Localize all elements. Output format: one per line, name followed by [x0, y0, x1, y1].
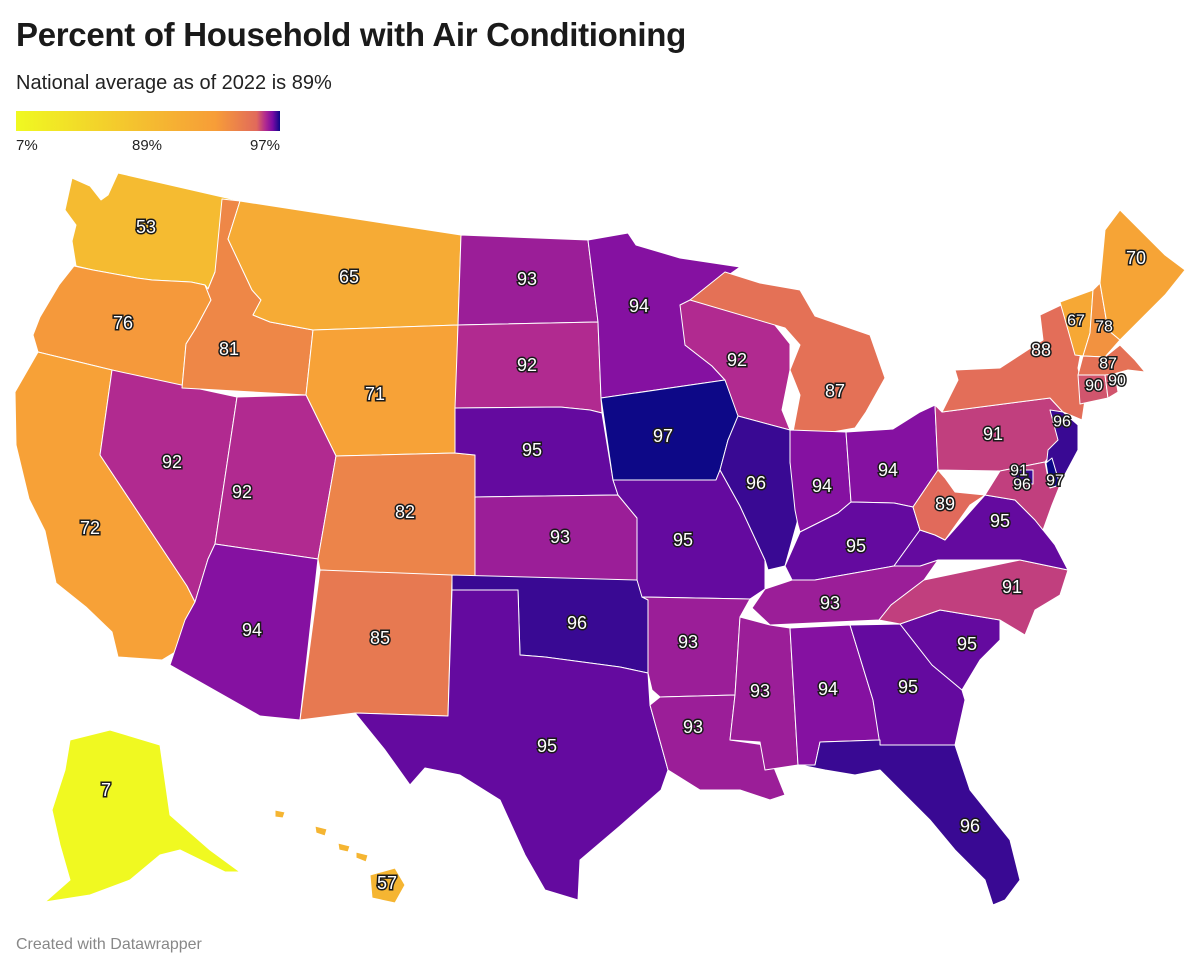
value-label-or: 76 — [113, 313, 133, 333]
value-label-ky: 95 — [846, 536, 866, 556]
state-mt[interactable] — [227, 200, 462, 331]
state-shape-ms[interactable] — [729, 616, 799, 771]
value-label-tx: 95 — [537, 736, 557, 756]
value-label-ca: 72 — [80, 518, 100, 538]
legend-max-label: 97% — [249, 137, 280, 154]
state-shape-ri[interactable] — [1104, 373, 1119, 399]
state-shape-mo[interactable] — [612, 469, 766, 600]
value-label-il: 96 — [746, 473, 766, 493]
value-label-la: 93 — [683, 717, 703, 737]
state-shape-me[interactable] — [1099, 209, 1186, 341]
state-shape-mt[interactable] — [227, 200, 462, 331]
state-shape-tx[interactable] — [354, 589, 669, 901]
value-label-oh: 94 — [878, 460, 898, 480]
value-label-va: 95 — [990, 511, 1010, 531]
state-mi[interactable] — [689, 271, 886, 437]
chart-title: Percent of Household with Air Conditioni… — [16, 16, 686, 53]
legend-min-label: 7% — [16, 137, 38, 154]
value-label-mn: 94 — [629, 296, 649, 316]
value-label-nj: 96 — [1053, 414, 1071, 431]
value-label-hi: 57 — [377, 873, 397, 893]
state-ak[interactable] — [44, 729, 241, 903]
state-ut[interactable] — [214, 394, 337, 560]
value-label-az: 94 — [242, 620, 262, 640]
value-label-sc: 95 — [957, 634, 977, 654]
value-label-fl: 96 — [960, 816, 980, 836]
value-label-tn: 93 — [820, 593, 840, 613]
value-label-ak: 7 — [101, 780, 111, 800]
value-label-co: 82 — [395, 502, 415, 522]
state-shape-mi[interactable] — [689, 271, 886, 437]
state-nc[interactable] — [878, 559, 1069, 636]
value-label-nv: 92 — [162, 452, 182, 472]
state-wv[interactable] — [912, 469, 986, 541]
value-label-ri: 90 — [1108, 373, 1126, 390]
color-legend: 7% 89% 97% — [16, 111, 280, 154]
value-label-in: 94 — [812, 476, 832, 496]
source-credit: Created with Datawrapper — [16, 936, 202, 953]
state-tx[interactable] — [354, 589, 669, 901]
value-label-nc: 91 — [1002, 577, 1022, 597]
state-shape-md[interactable] — [984, 461, 1061, 531]
value-label-ny: 88 — [1031, 340, 1051, 360]
value-label-wi: 92 — [727, 350, 747, 370]
state-shape-hi[interactable] — [369, 867, 406, 904]
value-label-ok: 96 — [567, 613, 587, 633]
state-shape-dc[interactable] — [1014, 469, 1034, 485]
state-ms[interactable] — [729, 616, 799, 771]
value-label-ma: 87 — [1099, 356, 1117, 373]
value-label-nd: 93 — [517, 269, 537, 289]
value-label-pa: 91 — [983, 424, 1003, 444]
state-island-hi-1[interactable] — [314, 825, 328, 837]
state-shape-az[interactable] — [169, 543, 319, 721]
chart-subtitle: National average as of 2022 is 89% — [16, 72, 332, 94]
value-label-id: 81 — [219, 339, 239, 359]
value-label-md: 91 — [1010, 463, 1028, 480]
value-label-ar: 93 — [678, 632, 698, 652]
legend-mid-label: 89% — [132, 137, 163, 154]
state-shape-ut[interactable] — [214, 394, 337, 560]
state-shape-fl[interactable] — [799, 739, 1021, 906]
state-island-hi-3[interactable] — [355, 851, 369, 863]
value-label-ks: 93 — [550, 527, 570, 547]
value-labels-layer: 5376729281657192948285939295939695949795… — [78, 216, 1147, 895]
value-label-mi: 87 — [825, 381, 845, 401]
value-label-ut: 92 — [232, 482, 252, 502]
value-label-me: 70 — [1126, 248, 1146, 268]
value-label-mo: 95 — [673, 530, 693, 550]
value-label-ia: 97 — [653, 426, 673, 446]
state-az[interactable] — [169, 543, 319, 721]
value-label-mt: 65 — [339, 267, 359, 287]
state-island-hi-0[interactable] — [274, 809, 286, 819]
value-label-wy: 71 — [365, 384, 385, 404]
value-label-vt: 67 — [1067, 313, 1085, 330]
value-label-wa: 53 — [136, 217, 156, 237]
value-label-de: 97 — [1046, 473, 1064, 490]
state-md[interactable] — [984, 461, 1061, 531]
value-label-ms: 93 — [750, 681, 770, 701]
value-label-sd: 92 — [517, 355, 537, 375]
value-label-ct: 90 — [1085, 378, 1103, 395]
state-dc[interactable] — [1014, 469, 1034, 485]
state-mo[interactable] — [612, 469, 766, 600]
state-fl[interactable] — [799, 739, 1021, 906]
state-shape-nc[interactable] — [878, 559, 1069, 636]
state-shape-wv[interactable] — [912, 469, 986, 541]
states-layer — [14, 172, 1186, 906]
legend-gradient-bar — [16, 111, 280, 131]
value-label-al: 94 — [818, 679, 838, 699]
value-label-ne: 95 — [522, 440, 542, 460]
value-label-nm: 85 — [370, 628, 390, 648]
value-label-dc: 96 — [1013, 477, 1031, 494]
value-label-wv: 89 — [935, 494, 955, 514]
state-hi[interactable] — [274, 809, 406, 904]
value-label-ga: 95 — [898, 677, 918, 697]
state-ri[interactable] — [1104, 373, 1119, 399]
state-island-hi-2[interactable] — [337, 842, 351, 853]
value-label-nh: 78 — [1095, 319, 1113, 336]
state-me[interactable] — [1099, 209, 1186, 341]
state-shape-ak[interactable] — [44, 729, 241, 903]
